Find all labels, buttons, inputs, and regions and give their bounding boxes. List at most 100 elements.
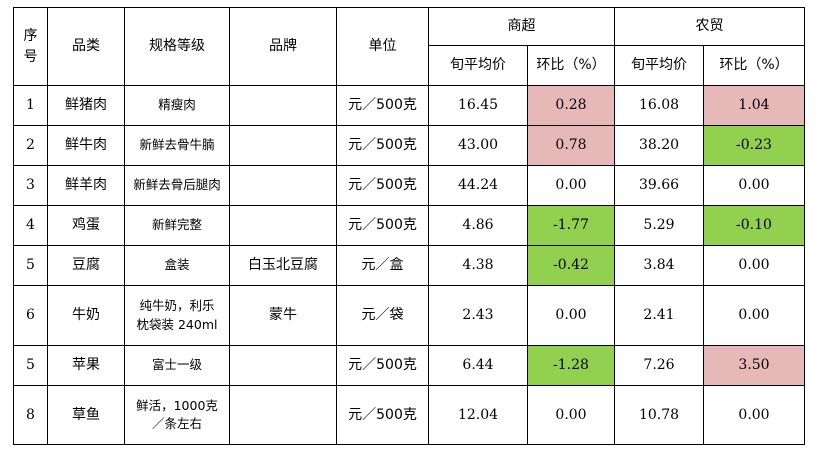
- supermarket-price-cell: 2.43: [428, 285, 528, 346]
- table-row: 2 鲜牛肉 新鲜去骨牛腩 元／500克 43.00 0.78 38.20 -0.23: [13, 125, 805, 166]
- spec-line: 新鲜完整: [151, 217, 202, 233]
- supermarket-mom-cell: 0.00: [527, 165, 615, 206]
- table-row: 5 苹果 富士一级 元／500克 6.44 -1.28 7.26 3.50: [13, 345, 805, 386]
- row-number: 3: [13, 165, 48, 206]
- unit-cell: 元／袋: [336, 285, 429, 346]
- brand-cell: [229, 345, 337, 386]
- header-seq-line2: 号: [23, 48, 38, 65]
- farmers-price-cell: 5.29: [614, 205, 704, 246]
- supermarket-mom-cell: -1.77: [527, 205, 615, 246]
- spec-cell: 新鲜完整: [124, 205, 230, 246]
- header-farmers-market: 农贸: [614, 7, 805, 46]
- supermarket-mom-cell: -0.42: [527, 245, 615, 286]
- table-body: 1 鲜猪肉 精瘦肉 元／500克 16.45 0.28 16.08 1.04 2 鲜牛肉 新鲜去骨牛…: [13, 85, 805, 445]
- spec-cell: 纯牛奶，利乐 枕袋装 240ml: [124, 285, 230, 346]
- category-cell: 鲜牛肉: [47, 125, 125, 166]
- supermarket-price-cell: 4.86: [428, 205, 528, 246]
- row-number: 4: [13, 205, 48, 246]
- brand-cell: [229, 165, 337, 206]
- spec-line: 精瘦肉: [158, 97, 196, 113]
- row-number: 6: [13, 285, 48, 346]
- farmers-mom-cell: 0.00: [703, 285, 805, 346]
- category-cell: 鸡蛋: [47, 205, 125, 246]
- unit-cell: 元／500克: [336, 125, 429, 166]
- spec-cell: 鲜活，1000克 ／条左右: [124, 385, 230, 445]
- table-header: 序 号 品类 规格等级 品牌 单位 商超 农贸 旬平均价 环比（%） 旬平均价 …: [13, 7, 805, 86]
- row-number: 5: [13, 345, 48, 386]
- spec-cell: 精瘦肉: [124, 85, 230, 126]
- supermarket-mom-cell: 0.00: [527, 285, 615, 346]
- brand-cell: [229, 85, 337, 126]
- table-row: 4 鸡蛋 新鲜完整 元／500克 4.86 -1.77 5.29 -0.10: [13, 205, 805, 246]
- brand-cell: [229, 385, 337, 445]
- spec-cell: 新鲜去骨后腿肉: [124, 165, 230, 206]
- table-row: 8 草鱼 鲜活，1000克 ／条左右 元／500克 12.04 0.00 10.78 0.00: [13, 385, 805, 445]
- row-number: 5: [13, 245, 48, 286]
- spec-cell: 新鲜去骨牛腩: [124, 125, 230, 166]
- supermarket-mom-cell: 0.28: [527, 85, 615, 126]
- brand-cell: 白玉北豆腐: [229, 245, 337, 286]
- spec-line: 枕袋装 240ml: [136, 316, 218, 332]
- farmers-price-cell: 10.78: [614, 385, 704, 445]
- farmers-price-cell: 2.41: [614, 285, 704, 346]
- unit-cell: 元／500克: [336, 345, 429, 386]
- row-number: 1: [13, 85, 48, 126]
- row-number: 8: [13, 385, 48, 445]
- category-cell: 鲜羊肉: [47, 165, 125, 206]
- category-cell: 豆腐: [47, 245, 125, 286]
- unit-cell: 元／盒: [336, 245, 429, 286]
- header-brand: 品牌: [229, 7, 337, 86]
- spec-line: 富士一级: [151, 357, 202, 373]
- unit-cell: 元／500克: [336, 85, 429, 126]
- farmers-price-cell: 3.84: [614, 245, 704, 286]
- brand-cell: 蒙牛: [229, 285, 337, 346]
- header-category: 品类: [47, 7, 125, 86]
- supermarket-price-cell: 4.38: [428, 245, 528, 286]
- table-row: 1 鲜猪肉 精瘦肉 元／500克 16.45 0.28 16.08 1.04: [13, 85, 805, 126]
- supermarket-mom-cell: 0.00: [527, 385, 615, 445]
- spec-cell: 富士一级: [124, 345, 230, 386]
- header-supermarket: 商超: [428, 7, 615, 46]
- supermarket-price-cell: 44.24: [428, 165, 528, 206]
- supermarket-price-cell: 6.44: [428, 345, 528, 386]
- farmers-mom-cell: 0.00: [703, 165, 805, 206]
- farmers-price-cell: 7.26: [614, 345, 704, 386]
- header-seq: 序 号: [13, 7, 48, 86]
- unit-cell: 元／500克: [336, 205, 429, 246]
- spec-line: 盒装: [164, 257, 190, 273]
- farmers-mom-cell: 0.00: [703, 385, 805, 445]
- category-cell: 苹果: [47, 345, 125, 386]
- spec-cell: 盒装: [124, 245, 230, 286]
- farmers-mom-cell: 0.00: [703, 245, 805, 286]
- farmers-price-cell: 39.66: [614, 165, 704, 206]
- farmers-price-cell: 16.08: [614, 85, 704, 126]
- farmers-mom-cell: -0.23: [703, 125, 805, 166]
- supermarket-mom-cell: -1.28: [527, 345, 615, 386]
- header-seq-line1: 序: [23, 28, 38, 45]
- supermarket-price-cell: 12.04: [428, 385, 528, 445]
- spec-line: 鲜活，1000克: [136, 397, 218, 413]
- farmers-mom-cell: 1.04: [703, 85, 805, 126]
- header-spec: 规格等级: [124, 7, 230, 86]
- table-row: 5 豆腐 盒装 白玉北豆腐 元／盒 4.38 -0.42 3.84 0.00: [13, 245, 805, 286]
- spec-line: 新鲜去骨后腿肉: [133, 177, 221, 193]
- supermarket-mom-cell: 0.78: [527, 125, 615, 166]
- unit-cell: 元／500克: [336, 385, 429, 445]
- brand-cell: [229, 205, 337, 246]
- header-farmers-avg-price: 旬平均价: [614, 45, 704, 86]
- category-cell: 草鱼: [47, 385, 125, 445]
- table-row: 6 牛奶 纯牛奶，利乐 枕袋装 240ml 蒙牛 元／袋 2.43 0.00 2.41 0.00: [13, 285, 805, 346]
- supermarket-price-cell: 16.45: [428, 85, 528, 126]
- spec-line: ／条左右: [151, 416, 202, 431]
- header-farmers-mom: 环比（%）: [703, 45, 805, 86]
- unit-cell: 元／500克: [336, 165, 429, 206]
- supermarket-price-cell: 43.00: [428, 125, 528, 166]
- spec-line: 新鲜去骨牛腩: [139, 137, 215, 153]
- price-table: 序 号 品类 规格等级 品牌 单位 商超 农贸 旬平均价 环比（%） 旬平均价 …: [13, 7, 805, 445]
- farmers-mom-cell: 3.50: [703, 345, 805, 386]
- category-cell: 牛奶: [47, 285, 125, 346]
- spec-line: 纯牛奶，利乐: [139, 298, 215, 314]
- table-row: 3 鲜羊肉 新鲜去骨后腿肉 元／500克 44.24 0.00 39.66 0.00: [13, 165, 805, 206]
- brand-cell: [229, 125, 337, 166]
- header-supermarket-avg-price: 旬平均价: [428, 45, 528, 86]
